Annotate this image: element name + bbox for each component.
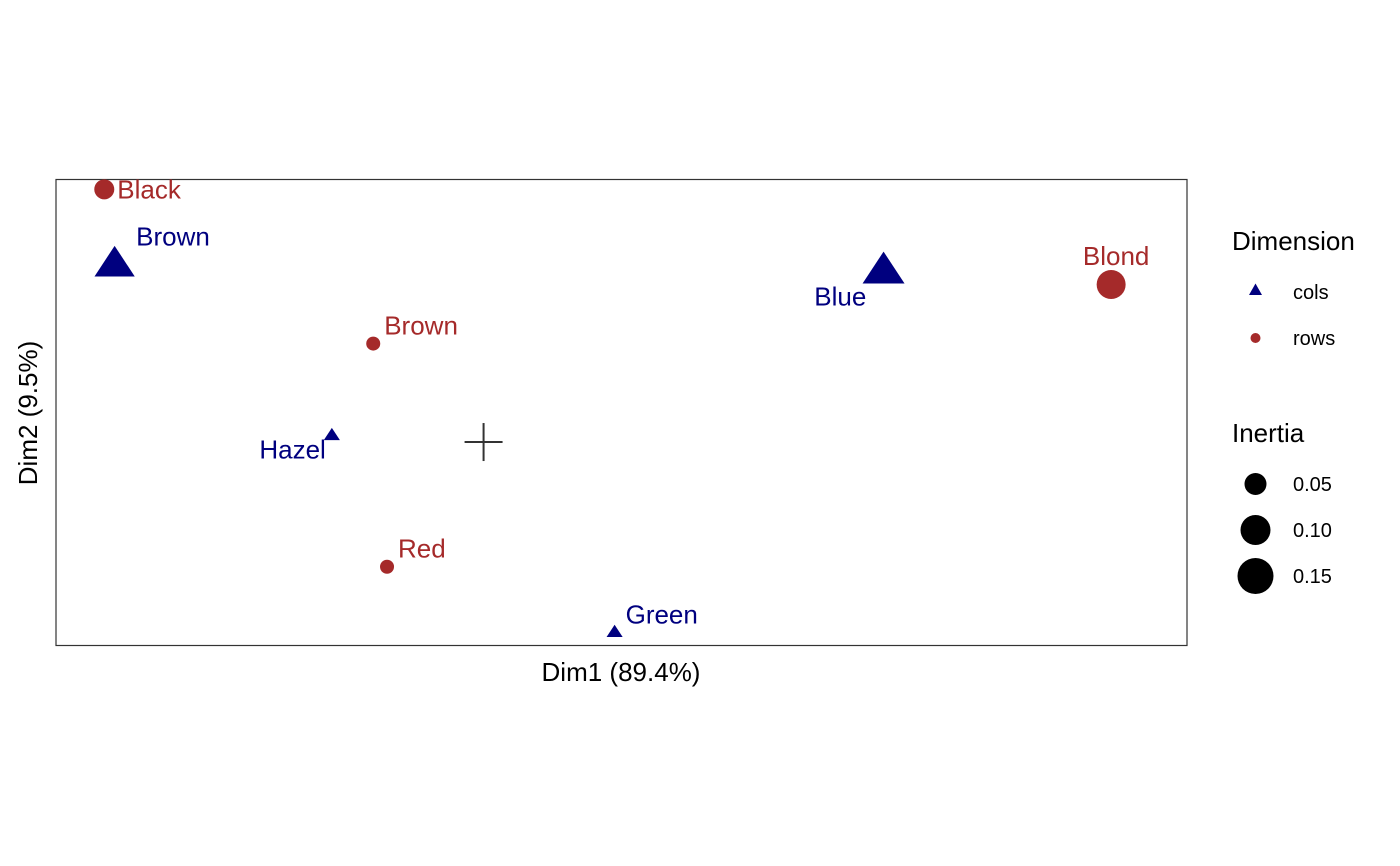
- legend-inertia-label-1: 0.05: [1293, 474, 1332, 496]
- legend-inertia-label-2: 0.10: [1293, 520, 1332, 542]
- y-axis-title: Dim2 (9.5%): [13, 341, 43, 485]
- rows-label-blond: Blond: [1083, 241, 1150, 271]
- cols-point-brown: [94, 245, 135, 277]
- legend-inertia-medium-circle-icon: [1240, 515, 1271, 545]
- cols-point-green: [606, 624, 623, 638]
- rows-point-black: [94, 179, 115, 200]
- legend-cols-label: cols: [1293, 282, 1329, 304]
- rows-point-red: [380, 559, 395, 574]
- rows-point-brown: [366, 336, 381, 351]
- legend-rows-circle-icon: [1250, 333, 1261, 343]
- rows-label-red: Red: [398, 534, 446, 564]
- legend-inertia-title: Inertia: [1232, 418, 1305, 448]
- labels-layer: Brown Blue Hazel Green Black Blond Brown Red: [117, 174, 1149, 629]
- legend-inertia-label-3: 0.15: [1293, 566, 1332, 588]
- cols-label-hazel: Hazel: [259, 434, 325, 464]
- legend-dimension-title: Dimension: [1232, 226, 1355, 256]
- plot-panel: [55, 178, 1188, 647]
- cols-label-green: Green: [626, 599, 698, 629]
- x-axis-title: Dim1 (89.4%): [542, 657, 701, 687]
- origin-layer: [464, 423, 503, 462]
- legend-cols-triangle-icon: [1249, 283, 1262, 295]
- cols-label-brown: Brown: [136, 221, 210, 251]
- rows-label-black: Black: [117, 174, 182, 204]
- cols-label-blue: Blue: [814, 282, 866, 312]
- cols-point-hazel: [323, 427, 340, 441]
- rows-label-brown: Brown: [384, 311, 458, 341]
- cols-point-blue: [862, 251, 905, 284]
- rows-point-blond: [1096, 270, 1126, 300]
- legend-inertia-large-circle-icon: [1237, 558, 1274, 594]
- legend-rows-label: rows: [1293, 328, 1335, 350]
- legend-inertia-small-circle-icon: [1244, 473, 1267, 495]
- legend: Dimension cols rows Inertia 0.05 0.10 0.…: [1232, 226, 1355, 594]
- points-layer: [94, 179, 1126, 638]
